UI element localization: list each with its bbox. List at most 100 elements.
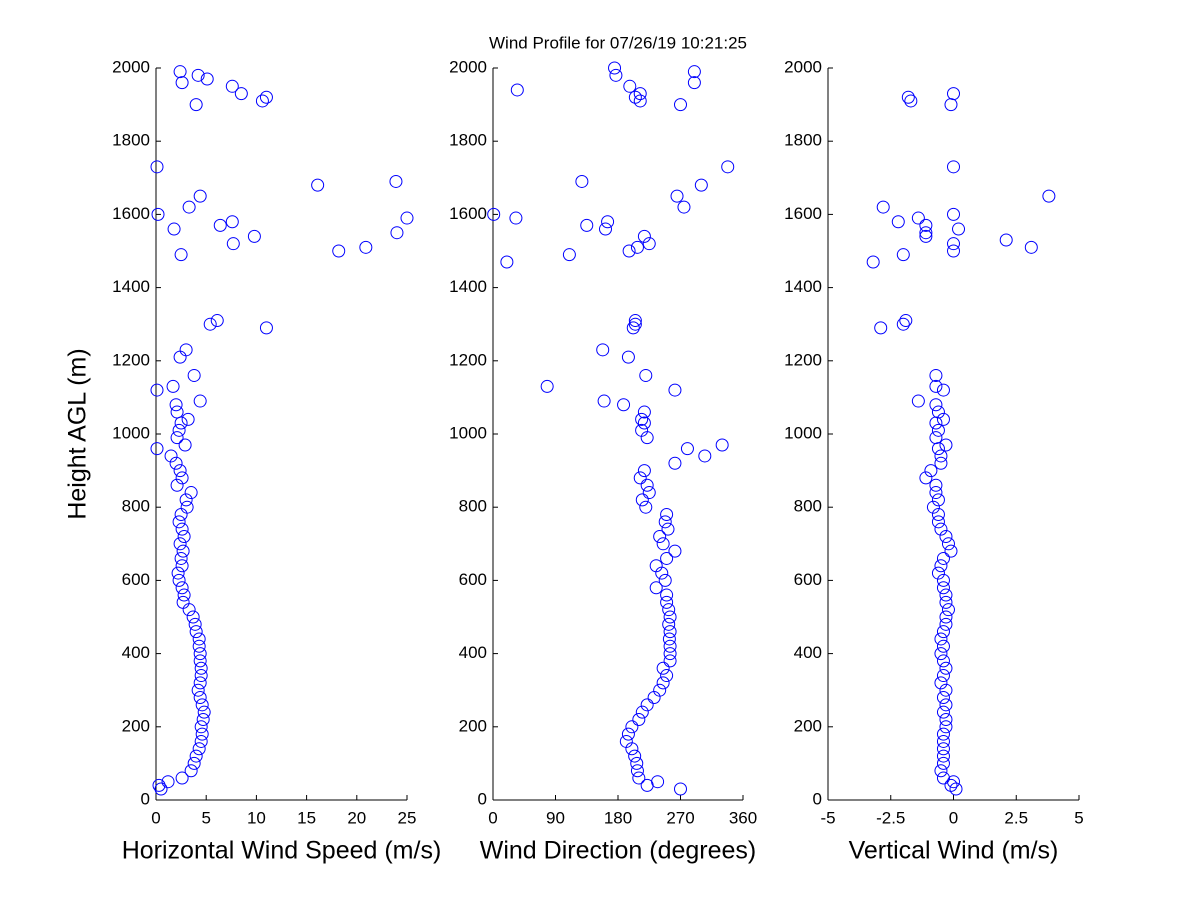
- data-point: [167, 222, 181, 236]
- data-point: [936, 654, 950, 668]
- data-point: [154, 782, 168, 796]
- data-point: [619, 734, 633, 748]
- data-point: [150, 383, 164, 397]
- data-point: [899, 314, 913, 328]
- data-point: [509, 211, 523, 225]
- data-point: [936, 639, 950, 653]
- data-point: [187, 756, 201, 770]
- y-tick-label: 600: [122, 570, 150, 589]
- data-point: [175, 559, 189, 573]
- data-point: [934, 764, 948, 778]
- data-point: [630, 240, 644, 254]
- data-point: [874, 321, 888, 335]
- data-point: [628, 90, 642, 104]
- data-point: [687, 65, 701, 79]
- data-point: [931, 515, 945, 529]
- data-point: [670, 189, 684, 203]
- data-point: [642, 237, 656, 251]
- data-point: [931, 423, 945, 437]
- x-tick-label: 2.5: [1004, 808, 1028, 827]
- data-point: [663, 647, 677, 661]
- data-point: [936, 573, 950, 587]
- data-point: [653, 683, 667, 697]
- data-point: [934, 449, 948, 463]
- data-point: [698, 449, 712, 463]
- data-point: [931, 566, 945, 580]
- data-point: [601, 215, 615, 229]
- data-point: [687, 76, 701, 90]
- data-point: [721, 160, 735, 174]
- data-point: [677, 200, 691, 214]
- data-point: [936, 383, 950, 397]
- data-point: [660, 508, 674, 522]
- data-point: [635, 412, 649, 426]
- x-tick-label: 0: [488, 808, 497, 827]
- data-point: [694, 178, 708, 192]
- data-point: [934, 522, 948, 536]
- data-point: [919, 226, 933, 240]
- data-point: [999, 233, 1013, 247]
- data-point: [1024, 240, 1038, 254]
- data-point: [179, 343, 193, 357]
- data-point: [939, 712, 953, 726]
- data-point: [941, 603, 955, 617]
- data-point: [934, 632, 948, 646]
- x-axis-label: Horizontal Wind Speed (m/s): [122, 837, 442, 865]
- data-point: [939, 720, 953, 734]
- data-point: [200, 72, 214, 86]
- data-point: [660, 588, 674, 602]
- data-point: [182, 200, 196, 214]
- data-point: [947, 87, 960, 101]
- data-point: [359, 240, 373, 254]
- data-point: [628, 749, 642, 763]
- data-point: [195, 698, 209, 712]
- data-point: [175, 471, 189, 485]
- data-point: [651, 775, 665, 789]
- data-point: [633, 87, 647, 101]
- data-point: [625, 720, 639, 734]
- data-point: [177, 529, 191, 543]
- data-point: [663, 625, 677, 639]
- data-point: [658, 573, 672, 587]
- data-point: [193, 394, 207, 408]
- data-point: [866, 255, 880, 269]
- data-point: [947, 207, 960, 221]
- data-point: [181, 412, 195, 426]
- data-point: [656, 661, 670, 675]
- data-point: [179, 493, 193, 507]
- y-tick-label: 1200: [112, 350, 150, 369]
- data-point: [637, 416, 651, 430]
- data-point: [180, 500, 194, 514]
- data-point: [668, 383, 682, 397]
- data-point: [225, 79, 239, 93]
- data-point: [184, 486, 198, 500]
- data-point: [649, 559, 663, 573]
- data-point: [926, 500, 940, 514]
- data-point: [660, 669, 674, 683]
- data-point: [939, 617, 953, 631]
- x-tick-label: 10: [247, 808, 266, 827]
- data-point: [191, 68, 205, 82]
- data-point: [203, 317, 217, 331]
- data-point: [540, 379, 554, 393]
- data-point: [580, 218, 594, 232]
- x-tick-label: -2.5: [876, 808, 905, 827]
- data-point: [919, 218, 933, 232]
- y-tick-label: 2000: [112, 57, 150, 76]
- y-tick-label: 2000: [784, 57, 822, 76]
- data-point: [934, 559, 948, 573]
- data-point: [628, 317, 642, 331]
- data-point: [633, 471, 647, 485]
- y-tick-label: 200: [122, 716, 150, 735]
- data-point: [947, 237, 960, 251]
- data-point: [635, 423, 649, 437]
- data-point: [255, 94, 269, 108]
- data-point: [150, 442, 164, 456]
- y-tick-label: 0: [141, 789, 150, 808]
- data-point: [210, 314, 224, 328]
- data-point: [947, 160, 960, 174]
- data-point: [178, 438, 192, 452]
- data-point: [642, 486, 656, 500]
- data-point: [562, 248, 576, 262]
